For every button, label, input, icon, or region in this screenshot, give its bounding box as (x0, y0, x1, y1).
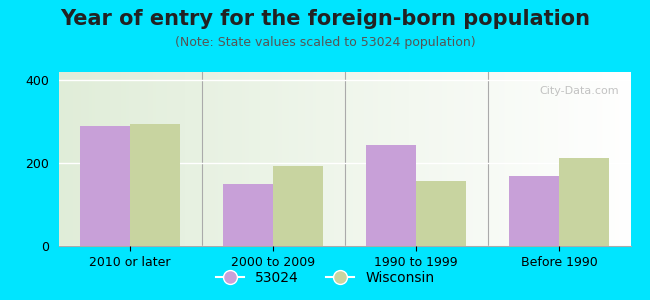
Bar (130, 124, 180, 246)
Text: City-Data.com: City-Data.com (540, 86, 619, 96)
Bar (223, 184, 273, 246)
Legend: 53024, Wisconsin: 53024, Wisconsin (210, 265, 440, 290)
Text: Year of entry for the foreign-born population: Year of entry for the foreign-born popul… (60, 9, 590, 29)
Bar (416, 181, 466, 246)
Bar (509, 176, 559, 246)
Bar (80, 126, 130, 246)
Bar (559, 158, 609, 246)
Bar (273, 166, 323, 246)
Bar (366, 145, 416, 246)
Text: (Note: State values scaled to 53024 population): (Note: State values scaled to 53024 popu… (175, 36, 475, 49)
